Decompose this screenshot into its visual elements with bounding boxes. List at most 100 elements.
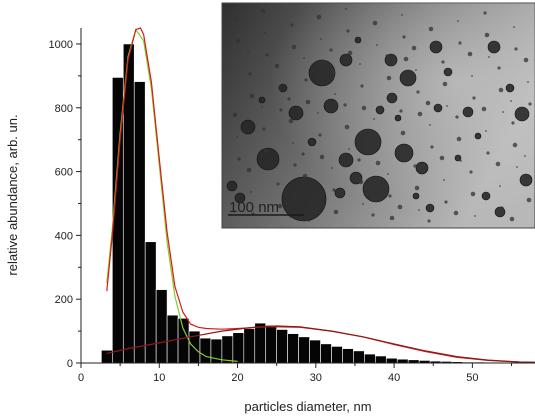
nanoparticle-small xyxy=(233,210,235,212)
nanoparticle-small xyxy=(385,54,389,58)
nanoparticle-small xyxy=(430,145,434,149)
nanoparticle xyxy=(240,119,256,135)
nanoparticle-small xyxy=(373,118,375,120)
nanoparticle xyxy=(519,173,533,187)
nanoparticle-small xyxy=(502,111,504,113)
nanoparticle xyxy=(323,98,339,114)
ticks: 0 200 400 600 800 1000 0 10 20 30 40 50 xyxy=(49,39,513,384)
nanoparticle-small xyxy=(510,100,512,102)
nanoparticle-small xyxy=(276,182,280,186)
nanoparticle-small xyxy=(403,56,409,62)
nanoparticle-small xyxy=(372,20,378,26)
nanoparticle-small xyxy=(347,50,353,56)
nanoparticle-small xyxy=(275,161,277,163)
nanoparticle xyxy=(394,143,414,163)
nanoparticle-small xyxy=(488,56,490,58)
nanoparticle-small xyxy=(348,148,350,150)
nanoparticle-small xyxy=(263,148,269,154)
nanoparticle-small xyxy=(418,209,420,211)
nanoparticle-small xyxy=(344,124,350,130)
nanoparticle-small xyxy=(288,118,294,124)
nanoparticle-small xyxy=(484,32,490,38)
nanoparticle-small xyxy=(441,60,445,64)
nanoparticle-small xyxy=(439,155,445,161)
histogram-bar xyxy=(232,332,245,364)
nanoparticle-small xyxy=(415,69,417,71)
histogram-bar xyxy=(155,289,168,364)
nanoparticle-small xyxy=(303,57,305,59)
y-tick-label: 0 xyxy=(67,358,73,370)
nanoparticle-small xyxy=(305,99,311,105)
nanoparticles xyxy=(225,7,533,223)
x-tick-label: 50 xyxy=(466,372,478,384)
nanoparticle-small xyxy=(291,44,297,50)
nanoparticle xyxy=(375,105,385,115)
nanoparticle-small xyxy=(446,105,448,107)
nanoparticle xyxy=(429,40,443,54)
nanoparticle-small xyxy=(413,164,417,168)
nanoparticle xyxy=(288,105,304,121)
nanoparticle-small xyxy=(528,102,532,106)
nanoparticle xyxy=(425,203,435,213)
y-tick-label: 600 xyxy=(55,167,73,179)
nanoparticle xyxy=(354,36,362,44)
nanoparticle-small xyxy=(416,90,420,94)
nanoparticle xyxy=(394,114,402,122)
histogram-bar xyxy=(353,350,365,364)
nanoparticle-small xyxy=(277,203,283,209)
histogram-bar xyxy=(276,329,288,364)
nanoparticle-small xyxy=(401,14,403,16)
histogram-bar xyxy=(254,322,267,364)
histogram-bar xyxy=(177,318,190,364)
nanoparticle-small xyxy=(360,84,364,88)
histogram-bar xyxy=(385,357,398,364)
nanoparticle-small xyxy=(374,139,378,143)
x-tick-label: 0 xyxy=(78,372,84,384)
nanoparticle-small xyxy=(523,57,529,63)
nanoparticle-small xyxy=(333,209,339,215)
nanoparticle-small xyxy=(512,142,518,148)
nanoparticle-small xyxy=(331,167,333,169)
nanoparticle-small xyxy=(307,218,311,222)
nanoparticle-small xyxy=(474,215,476,217)
nanoparticle-small xyxy=(525,176,529,180)
nanoparticle xyxy=(443,67,453,77)
nanoparticle-small xyxy=(442,81,448,87)
x-tick-label: 30 xyxy=(310,372,322,384)
nanoparticle-small xyxy=(265,53,269,57)
nanoparticle-small xyxy=(511,121,515,125)
nanoparticle-small xyxy=(498,87,504,93)
nanoparticle xyxy=(433,103,443,113)
nanoparticle-small xyxy=(290,23,294,27)
nanoparticle-small xyxy=(432,50,434,52)
nanoparticle-small xyxy=(301,152,305,156)
nanoparticle xyxy=(412,192,420,200)
nanoparticle-small xyxy=(332,188,336,192)
nanoparticle-small xyxy=(317,112,319,114)
nanoparticle-small xyxy=(458,41,462,45)
nanoparticle-small xyxy=(346,29,350,33)
nanoparticle-small xyxy=(386,75,392,81)
nanoparticle xyxy=(462,106,474,118)
nanoparticle-small xyxy=(428,26,434,32)
nanoparticle-small xyxy=(388,194,392,198)
fit-curves xyxy=(106,27,535,363)
histogram-bar xyxy=(342,348,354,364)
x-tick-label: 10 xyxy=(153,372,165,384)
nanoparticle-small xyxy=(467,51,473,57)
nanoparticle-small xyxy=(306,197,308,199)
nanoparticle-small xyxy=(376,44,378,46)
nanoparticle-small xyxy=(444,200,448,204)
nanoparticle-small xyxy=(321,59,325,63)
nanoparticle-small xyxy=(495,161,501,167)
nanoparticle xyxy=(481,191,491,201)
nanoparticle-small xyxy=(453,210,459,216)
x-tick-label: 40 xyxy=(388,372,400,384)
nanoparticle-small xyxy=(292,142,294,144)
nanoparticle xyxy=(339,53,353,67)
nanoparticle-small xyxy=(470,191,476,197)
nanoparticle xyxy=(505,83,515,93)
nanoparticle-small xyxy=(361,105,367,111)
fit-curve-3 xyxy=(106,325,535,363)
nanoparticle xyxy=(338,152,354,168)
